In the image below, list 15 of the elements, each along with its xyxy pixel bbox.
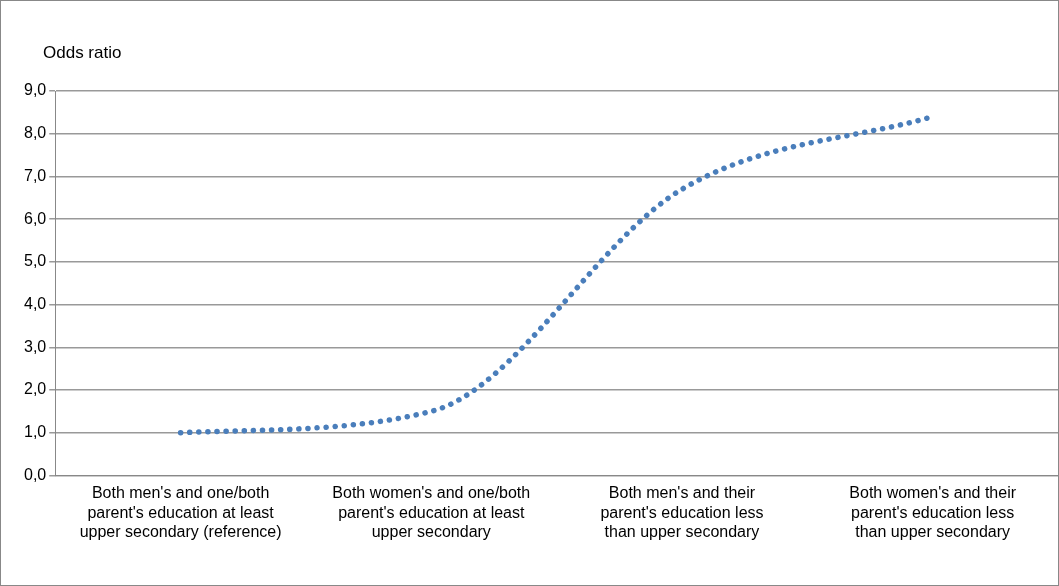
y-tick-label: 4,0 — [23, 294, 47, 312]
y-tick-label: 7,0 — [23, 166, 47, 184]
y-tick-label: 5,0 — [23, 252, 47, 270]
y-tick-label: 3,0 — [23, 337, 47, 355]
y-tick-label: 1,0 — [23, 423, 47, 441]
y-tick-label: 2,0 — [23, 380, 47, 398]
y-tick-label: 6,0 — [23, 209, 47, 227]
x-tick-label: Both men's and their parent's education less than upper secondary — [600, 484, 764, 540]
y-tick-label: 9,0 — [23, 81, 47, 99]
x-tick-label: Both men's and one/both parent's education at least upper secondary (reference) — [79, 484, 282, 540]
y-tick-label: 8,0 — [23, 124, 47, 142]
y-axis-title: Odds ratio — [43, 43, 122, 63]
x-tick-label: Both women's and one/both parent's education at least upper secondary — [332, 484, 531, 540]
x-tick-label: Both women's and their parent's education less than upper secondary — [849, 484, 1017, 540]
y-tick-label: 0,0 — [23, 465, 47, 483]
